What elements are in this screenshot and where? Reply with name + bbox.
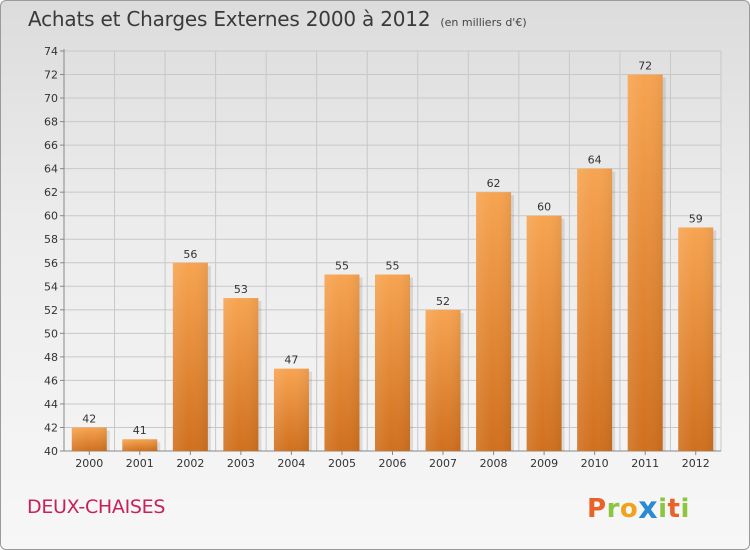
bar-shine xyxy=(172,262,208,451)
value-label: 41 xyxy=(133,424,147,437)
x-tick-label: 2006 xyxy=(379,457,407,470)
value-label: 53 xyxy=(234,283,248,296)
y-tick-label: 74 xyxy=(44,45,58,58)
bar-shine xyxy=(122,439,158,451)
y-tick-label: 48 xyxy=(44,351,58,364)
x-tick-label: 2000 xyxy=(75,457,103,470)
bar-layer xyxy=(71,74,717,452)
commune-name: DEUX-CHAISES xyxy=(27,496,166,518)
y-tick-label: 68 xyxy=(44,116,58,129)
y-tick-label: 42 xyxy=(44,421,58,434)
y-tick-label: 58 xyxy=(44,233,58,246)
y-tick-label: 72 xyxy=(44,69,58,82)
x-tick-label: 2001 xyxy=(126,457,154,470)
y-tick-label: 40 xyxy=(44,445,58,458)
value-label: 72 xyxy=(638,60,652,73)
x-tick-label: 2005 xyxy=(328,457,356,470)
value-label: 59 xyxy=(689,212,703,225)
value-label: 62 xyxy=(487,177,501,190)
x-tick-label: 2008 xyxy=(480,457,508,470)
value-label: 56 xyxy=(183,248,197,261)
value-label: 55 xyxy=(335,260,349,273)
logo-letter: o xyxy=(619,494,639,524)
y-tick-label: 62 xyxy=(44,186,58,199)
x-tick-label: 2002 xyxy=(176,457,204,470)
x-tick-label: 2012 xyxy=(682,457,710,470)
value-label: 60 xyxy=(537,201,551,214)
y-tick-label: 66 xyxy=(44,139,58,152)
bar-shine xyxy=(678,227,714,451)
bar-shine xyxy=(71,427,107,451)
x-tick-label: 2003 xyxy=(227,457,255,470)
value-label: 47 xyxy=(284,354,298,367)
bar-shine xyxy=(476,192,512,452)
value-label: 52 xyxy=(436,295,450,308)
y-tick-label: 64 xyxy=(44,163,58,176)
y-tick-label: 46 xyxy=(44,374,58,387)
logo-letter: r xyxy=(606,494,620,524)
logo-letter: i xyxy=(658,494,668,524)
x-tick-label: 2011 xyxy=(631,457,659,470)
bar-shine xyxy=(375,274,410,451)
value-label: 55 xyxy=(386,260,400,273)
y-tick-label: 52 xyxy=(44,304,58,317)
proxiti-logo: Proxiti xyxy=(587,490,690,526)
x-tick-label: 2009 xyxy=(530,457,558,470)
y-tick-label: 60 xyxy=(44,210,58,223)
label-layer: 42 41 56 53 47 55 55 52 62 60 64 72 59 xyxy=(82,60,702,438)
x-tick-label: 2010 xyxy=(581,457,609,470)
logo-letter: x xyxy=(638,491,659,526)
bar-shine xyxy=(577,168,613,451)
bar-shine xyxy=(324,274,360,451)
y-tick-label: 70 xyxy=(44,92,58,105)
chart-title: Achats et Charges Externes 2000 à 2012 (e… xyxy=(28,7,527,31)
bar-shine xyxy=(223,298,259,451)
logo-letter: P xyxy=(587,494,607,524)
x-tick-label: 2007 xyxy=(429,457,457,470)
y-tick-label: 54 xyxy=(44,280,58,293)
y-tick-label: 44 xyxy=(44,398,58,411)
value-label: 42 xyxy=(82,412,96,425)
y-tick-label: 56 xyxy=(44,257,58,270)
logo-letter: t xyxy=(667,494,681,524)
bar-shine xyxy=(627,74,663,451)
bar-shine xyxy=(526,215,562,451)
y-tick-label: 50 xyxy=(44,327,58,340)
chart-title-text: Achats et Charges Externes 2000 à 2012 xyxy=(28,7,431,31)
x-tick-label: 2004 xyxy=(277,457,305,470)
chart-unit: (en milliers d'€) xyxy=(440,16,527,29)
bar-shine xyxy=(273,368,309,451)
value-label: 64 xyxy=(588,154,602,167)
logo-letter: i xyxy=(680,494,690,524)
axis-layer: 40 42 44 46 48 50 52 54 56 58 60 62 64 66 68 70 72 74 2000… xyxy=(44,45,721,470)
bar-shine xyxy=(425,309,461,451)
